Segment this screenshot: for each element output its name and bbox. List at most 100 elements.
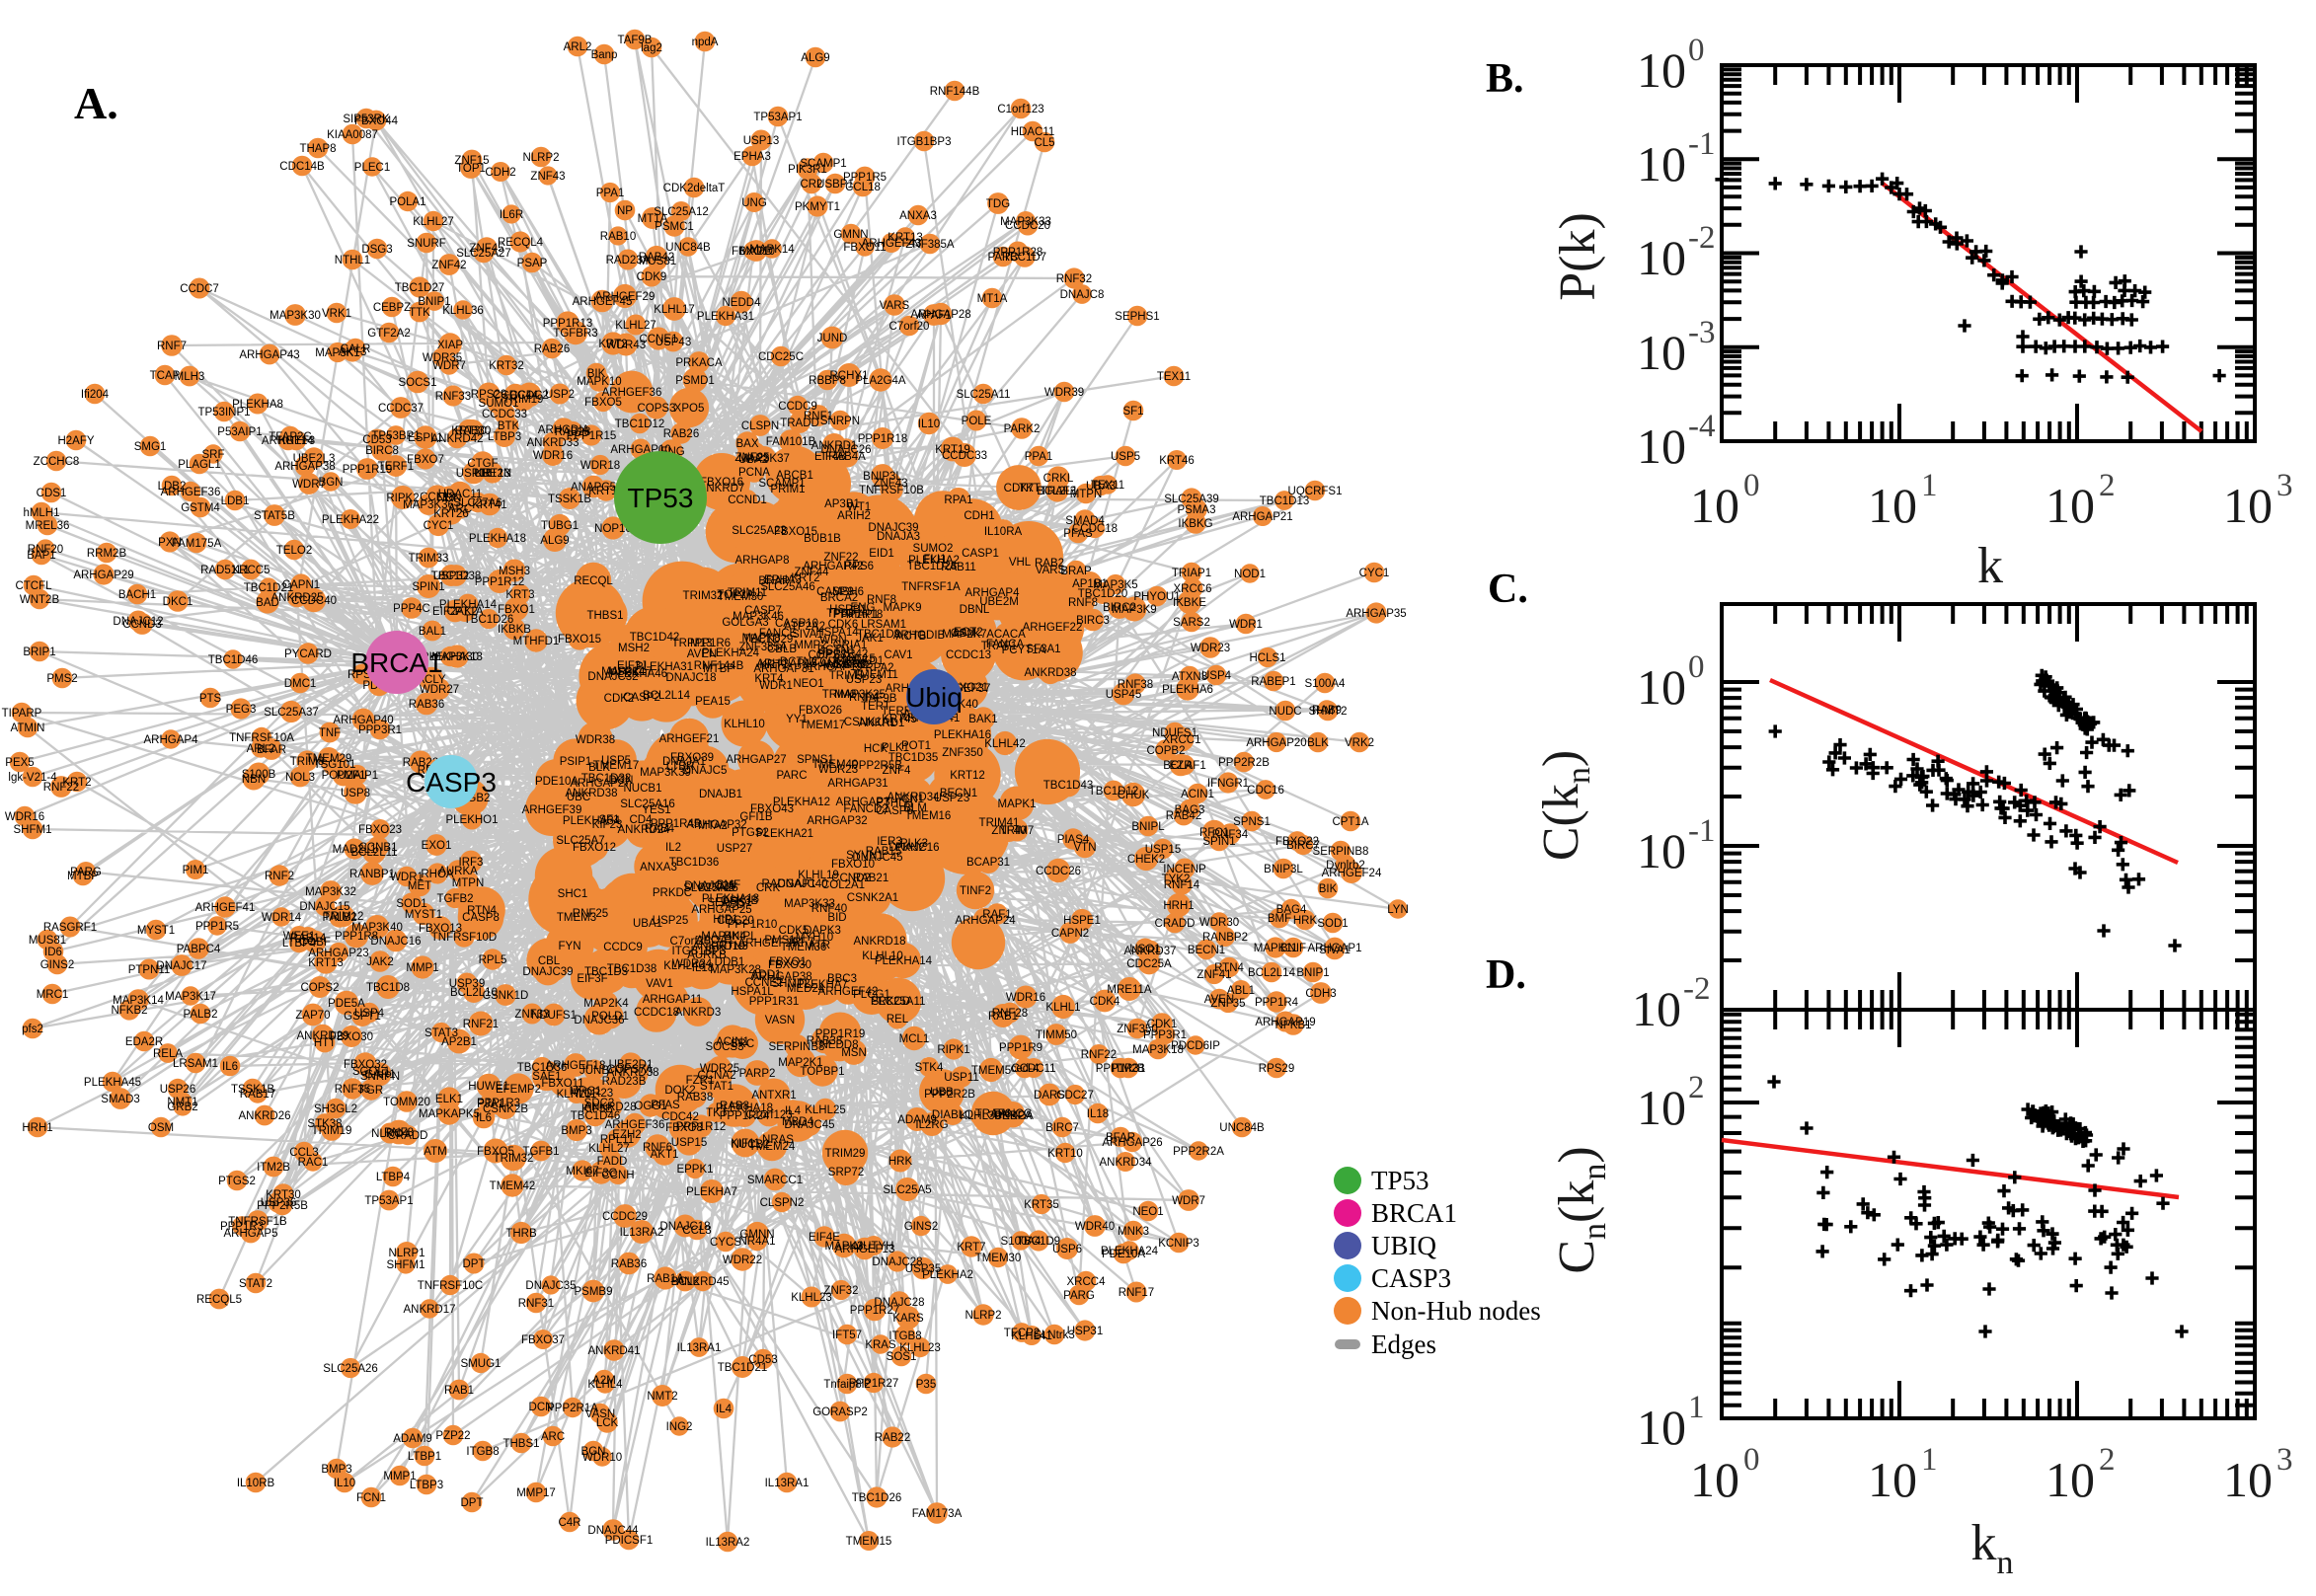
svg-text:STAT5B: STAT5B: [254, 510, 295, 522]
svg-text:BLK: BLK: [1307, 737, 1329, 749]
svg-text:PSMD1: PSMD1: [675, 375, 715, 387]
svg-text:CLSPN2: CLSPN2: [760, 1197, 805, 1209]
svg-text:SMARCC1: SMARCC1: [747, 1175, 803, 1186]
svg-text:MAP3K17: MAP3K17: [165, 991, 216, 1003]
svg-text:SRP72: SRP72: [828, 1167, 864, 1178]
svg-text:ZNF350: ZNF350: [942, 747, 983, 759]
svg-text:ANKRD34: ANKRD34: [1099, 1157, 1152, 1169]
svg-text:SMAD4: SMAD4: [1065, 515, 1105, 527]
svg-text:PPP1R4: PPP1R4: [1255, 997, 1299, 1009]
svg-text:WDR38: WDR38: [576, 734, 615, 746]
svg-text:POLE: POLE: [962, 416, 992, 427]
svg-text:ANKRD28: ANKRD28: [583, 1102, 636, 1113]
svg-text:ARHGAP20: ARHGAP20: [1246, 737, 1306, 749]
svg-text:KLHL19: KLHL19: [798, 870, 839, 881]
svg-text:ARHGAP4: ARHGAP4: [144, 734, 199, 746]
svg-text:DPT: DPT: [463, 1258, 486, 1270]
svg-text:TP53: TP53: [1371, 1166, 1429, 1195]
svg-text:IFNGR1: IFNGR1: [1207, 778, 1249, 790]
svg-text:IKBKE: IKBKE: [1173, 597, 1206, 609]
svg-text:SNURF: SNURF: [407, 238, 446, 250]
svg-text:TTK: TTK: [409, 307, 430, 319]
svg-text:HIP1: HIP1: [713, 914, 738, 926]
svg-text:VASN: VASN: [765, 1015, 795, 1026]
svg-text:SHFM1: SHFM1: [14, 824, 52, 836]
svg-text:C(kn): C(kn): [1533, 750, 1597, 861]
svg-text:WDR7: WDR7: [1172, 1195, 1205, 1207]
svg-text:B.: B.: [1486, 56, 1524, 102]
svg-text:RAB38: RAB38: [807, 1035, 842, 1047]
svg-text:KRT26: KRT26: [433, 508, 469, 520]
svg-text:PARC: PARC: [776, 770, 807, 782]
svg-text:VHL: VHL: [1009, 557, 1032, 569]
svg-text:PPA1: PPA1: [596, 188, 625, 199]
svg-text:IRF3: IRF3: [459, 857, 484, 869]
svg-text:DNAJC18: DNAJC18: [665, 672, 716, 684]
svg-text:ARHGAP8: ARHGAP8: [735, 555, 790, 567]
svg-text:TBC1D21: TBC1D21: [244, 582, 294, 594]
svg-text:PLA2G4A: PLA2G4A: [855, 375, 905, 387]
svg-text:RNF8: RNF8: [1068, 597, 1098, 609]
svg-text:UBA1: UBA1: [633, 918, 662, 930]
svg-text:DMC1: DMC1: [284, 678, 317, 690]
svg-text:-3: -3: [1688, 315, 1716, 350]
svg-text:ZCCHC8: ZCCHC8: [34, 456, 80, 468]
svg-text:TBC1D43: TBC1D43: [1043, 780, 1094, 792]
svg-text:XRCC6: XRCC6: [1174, 583, 1212, 595]
svg-text:LCK: LCK: [596, 1417, 619, 1429]
svg-text:CDK4: CDK4: [1090, 996, 1120, 1008]
svg-text:PEA15: PEA15: [695, 696, 731, 708]
svg-text:TMEM17: TMEM17: [800, 720, 846, 731]
svg-text:SLC25A12: SLC25A12: [654, 206, 709, 218]
svg-text:TKT: TKT: [706, 1107, 728, 1119]
svg-text:10: 10: [1637, 1080, 1686, 1135]
svg-text:ARHGAP38: ARHGAP38: [274, 461, 335, 473]
svg-text:MUS81: MUS81: [29, 935, 66, 947]
svg-text:10: 10: [2223, 1452, 2273, 1507]
svg-text:FBXO23: FBXO23: [358, 824, 402, 836]
svg-text:GORASP2: GORASP2: [812, 1406, 868, 1418]
svg-text:NEO1: NEO1: [1132, 1206, 1163, 1218]
svg-text:BRIP1: BRIP1: [23, 646, 55, 658]
svg-text:BAD: BAD: [256, 597, 279, 609]
svg-text:OSM: OSM: [148, 1122, 174, 1134]
svg-text:KRT14: KRT14: [278, 435, 314, 447]
svg-text:RNF31: RNF31: [518, 1298, 554, 1310]
svg-text:TBC1D13: TBC1D13: [1260, 495, 1310, 507]
svg-text:USP11: USP11: [944, 1072, 979, 1084]
svg-text:SCAMP1: SCAMP1: [758, 478, 805, 490]
svg-text:CDH2: CDH2: [485, 167, 515, 179]
svg-text:NP: NP: [617, 205, 633, 217]
svg-text:UBA2: UBA2: [738, 454, 768, 466]
svg-text:STK4: STK4: [915, 1062, 944, 1074]
svg-text:TUBG1: TUBG1: [541, 520, 579, 532]
svg-text:CASP9: CASP9: [816, 586, 854, 598]
svg-text:RAB17: RAB17: [240, 1089, 275, 1101]
svg-text:GINS2: GINS2: [904, 1221, 939, 1233]
svg-text:-4: -4: [1688, 409, 1716, 444]
svg-text:TRIM19: TRIM19: [312, 1125, 352, 1137]
svg-text:MYST1: MYST1: [137, 925, 175, 937]
svg-text:ARL2: ARL2: [564, 41, 592, 53]
svg-text:KRT19: KRT19: [935, 444, 970, 456]
svg-text:KLHL1: KLHL1: [1045, 1002, 1080, 1014]
svg-text:PLEKHA22: PLEKHA22: [322, 514, 379, 526]
svg-text:WDR43: WDR43: [606, 340, 646, 351]
svg-text:DBNL: DBNL: [960, 604, 990, 616]
svg-text:AKT3: AKT3: [339, 346, 367, 358]
svg-text:SOCS3: SOCS3: [706, 1041, 744, 1053]
svg-text:DIABLO: DIABLO: [932, 1109, 973, 1121]
svg-text:TFCP2: TFCP2: [1004, 1328, 1040, 1339]
svg-text:PALB2: PALB2: [184, 1009, 218, 1021]
svg-text:RNF17: RNF17: [1119, 1287, 1154, 1299]
svg-text:SLC27A6: SLC27A6: [453, 497, 502, 509]
svg-text:SOCS1: SOCS1: [399, 377, 437, 389]
svg-text:PLEKHA18: PLEKHA18: [469, 533, 526, 545]
svg-text:NOD1: NOD1: [1234, 569, 1266, 580]
svg-text:0: 0: [1688, 33, 1705, 68]
svg-text:BNIP3L: BNIP3L: [1264, 864, 1303, 875]
svg-text:PPP1R8: PPP1R8: [335, 931, 378, 943]
svg-text:CAV1: CAV1: [884, 649, 912, 661]
svg-text:KRT46: KRT46: [1159, 455, 1195, 467]
svg-text:10: 10: [1632, 981, 1681, 1036]
